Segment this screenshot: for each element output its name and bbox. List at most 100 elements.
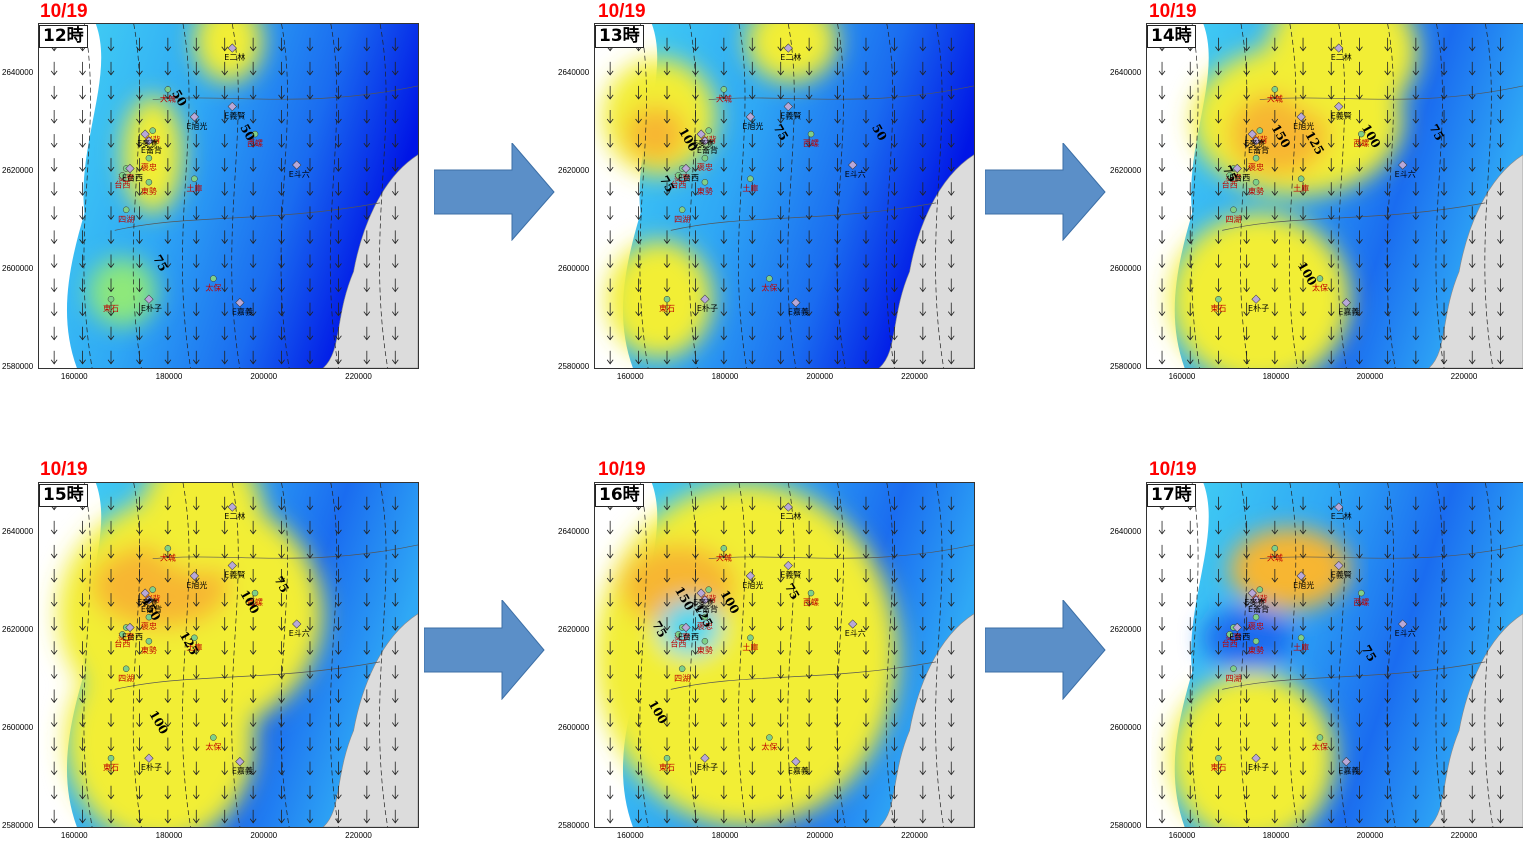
wind-arrow-icon [692,230,699,245]
station-marker: 大城 [716,86,732,103]
wind-arrow-icon [777,785,785,800]
wind-arrow-icon [1384,569,1391,583]
wind-arrow-icon [1243,713,1250,728]
wind-arrow-icon [834,61,841,76]
hotspot [65,637,256,827]
wind-arrow-icon [221,569,229,583]
wind-arrow-icon [891,350,898,365]
wind-arrow-icon [391,158,399,172]
wind-arrow-icon [692,326,699,341]
station-label: 西螺 [247,138,263,148]
wind-arrow-icon [777,713,785,728]
wind-arrow-icon [249,85,257,100]
wind-arrow-icon [805,158,813,172]
wind-arrow-icon [249,689,257,704]
wind-arrow-icon [692,617,699,631]
wind-arrow-icon [164,641,172,655]
station-marker: 太保 [205,734,221,752]
wind-arrow-icon [635,278,642,293]
station-marker: 褒忠 [1248,613,1264,631]
wind-arrow-icon [720,302,728,317]
wind-arrow-icon [107,134,115,148]
wind-arrow-icon [1384,544,1391,559]
wind-arrow-icon [363,496,371,511]
wind-arrow-icon [1440,230,1448,245]
wind-arrow-icon [834,134,841,148]
map-canvas: E二林 大城 E義賢 E旭光 西螺 E斗六 崙背 E崙背 麥寮 E麥寮 褒忠 台… [1147,24,1523,368]
wind-arrow-icon [335,544,342,559]
wind-arrow-icon [1497,61,1504,76]
station-marker: 東勢 [697,637,713,655]
wind-arrow-icon [107,278,115,293]
wind-arrow-icon [1271,689,1279,704]
station-label: 麥寮 [118,631,134,641]
wind-arrow-icon [1356,641,1363,655]
wind-arrow-icon [1440,496,1448,511]
wind-arrow-icon [635,544,642,559]
wind-arrow-icon [1186,809,1194,824]
wind-arrow-icon [748,737,756,752]
wind-arrow-icon [947,809,955,824]
wind-arrow-icon [748,544,756,559]
wind-arrow-icon [1215,689,1222,704]
wind-arrow-icon [692,641,699,655]
wind-arrow-icon [947,641,955,655]
x-tick-label: 160000 [1168,831,1196,840]
wind-arrow-icon [107,61,115,76]
wind-arrow-icon [249,544,257,559]
hotspot [1203,606,1294,669]
wind-arrow-icon [635,593,642,607]
wind-arrow-icon [1440,641,1448,655]
wind-arrow-icon [1243,254,1250,269]
wind-arrow-icon [278,593,285,607]
wind-arrow-icon [1412,302,1420,317]
wind-arrow-icon [1384,689,1391,704]
hotspot [194,24,263,83]
wind-arrow-icon [249,761,257,776]
x-tick-label: 220000 [345,372,372,381]
station-label: E麥寮 [693,597,714,607]
x-tick-label: 220000 [1450,372,1478,381]
wind-arrow-icon [1468,254,1476,269]
wind-arrow-icon [834,206,841,220]
wind-arrow-icon [1186,689,1194,704]
wind-arrow-icon [1468,785,1476,800]
x-tick-label: 160000 [60,372,88,381]
station-marker: E旭光 [186,112,207,131]
wind-arrow-icon [164,158,172,172]
station-label: 西螺 [803,138,819,148]
wind-arrow-icon [692,496,699,511]
wind-arrow-icon [50,737,58,752]
wind-arrow-icon [805,254,813,269]
wind-arrow-icon [1158,85,1166,100]
station-label: 東石 [659,303,675,313]
wind-arrow-icon [862,206,870,220]
wind-arrow-icon [1440,809,1448,824]
wind-arrow-icon [635,110,642,124]
wind-arrow-icon [1412,158,1420,172]
station-marker: E旭光 [742,571,763,590]
wind-arrow-icon [919,713,927,728]
panel-hour: 14時 [1147,25,1196,48]
wind-arrow-icon [777,737,785,752]
station-marker: 西螺 [803,589,819,607]
wind-arrow-icon [720,593,728,607]
station-label: 東石 [659,762,675,772]
wind-arrow-icon [1186,254,1194,269]
wind-arrow-icon [221,713,229,728]
wind-arrow-icon [919,182,927,196]
wind-arrow-icon [306,134,314,148]
station-label: 崙背 [145,594,161,604]
wind-arrow-icon [306,182,314,196]
wind-arrow-icon [363,737,371,752]
station-marker: 大城 [1267,86,1283,103]
wind-arrow-icon [136,230,143,245]
wind-arrow-icon [221,134,229,148]
wind-arrow-icon [606,110,614,124]
wind-arrow-icon [663,593,671,607]
wind-arrow-icon [919,593,927,607]
wind-arrow-icon [136,785,143,800]
wind-arrow-icon [79,544,86,559]
wind-arrow-icon [692,665,699,679]
wind-arrow-icon [1497,206,1504,220]
